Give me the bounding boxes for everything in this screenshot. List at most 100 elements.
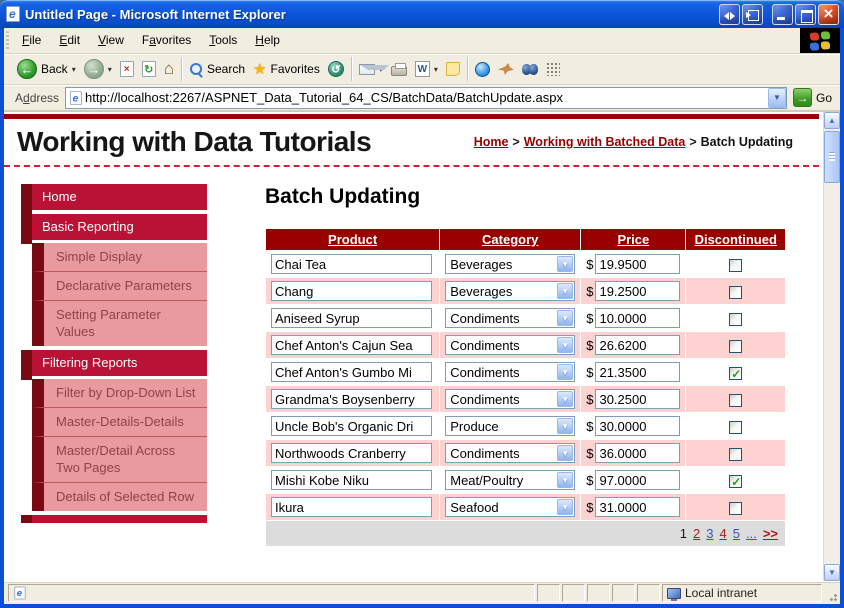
- crumb-home[interactable]: Home: [473, 135, 509, 149]
- menu-edit[interactable]: Edit: [59, 33, 81, 47]
- menu-favorites[interactable]: Favorites: [141, 33, 192, 47]
- maximize-button[interactable]: [795, 3, 816, 25]
- discontinued-checkbox[interactable]: [729, 312, 743, 326]
- menu-file[interactable]: File: [22, 33, 42, 47]
- sidebar-item-filtering-reports[interactable]: Filtering Reports: [21, 350, 207, 380]
- menu-tools[interactable]: Tools: [209, 33, 238, 47]
- forward-dropdown-icon[interactable]: ▾: [107, 64, 112, 74]
- sidebar-item-master-detail-across-two-pages[interactable]: Master/Detail Across Two Pages: [32, 436, 207, 482]
- product-input[interactable]: [271, 443, 432, 463]
- discontinued-checkbox[interactable]: [729, 339, 743, 353]
- search-button[interactable]: Search: [185, 60, 249, 78]
- pager-page-[interactable]: ...: [745, 526, 757, 541]
- refresh-button[interactable]: ↻: [138, 59, 160, 79]
- sort-link-product[interactable]: Product: [328, 232, 378, 247]
- sidebar-item-declarative-parameters[interactable]: Declarative Parameters: [32, 271, 207, 300]
- chevron-down-icon[interactable]: ▼: [557, 310, 574, 326]
- scroll-track[interactable]: [824, 185, 840, 564]
- messenger-button[interactable]: [471, 60, 494, 79]
- scroll-up-icon[interactable]: ▲: [824, 112, 840, 129]
- category-select[interactable]: Beverages ▼: [445, 281, 576, 301]
- resize-grip[interactable]: [824, 584, 838, 602]
- sidebar-item-details-of-selected-row[interactable]: Details of Selected Row: [32, 482, 207, 511]
- product-input[interactable]: [271, 362, 432, 382]
- chevron-down-icon[interactable]: ▼: [557, 418, 574, 434]
- price-input[interactable]: [595, 443, 681, 463]
- sidebar-item-basic-reporting[interactable]: Basic Reporting: [21, 214, 207, 244]
- pager-page-2[interactable]: 2: [693, 526, 701, 541]
- sidebar-item-setting-parameter-values[interactable]: Setting Parameter Values: [32, 300, 207, 346]
- chevron-down-icon[interactable]: ▼: [557, 337, 574, 353]
- category-select[interactable]: Condiments ▼: [445, 362, 576, 382]
- price-input[interactable]: [595, 362, 681, 382]
- price-input[interactable]: [595, 470, 681, 490]
- discontinued-checkbox[interactable]: [729, 285, 743, 299]
- chevron-down-icon[interactable]: ▼: [557, 499, 574, 515]
- print-button[interactable]: [387, 60, 411, 78]
- edit-dropdown-icon[interactable]: ▾: [433, 64, 438, 74]
- back-dropdown-icon[interactable]: ▾: [71, 64, 76, 74]
- price-input[interactable]: [595, 497, 681, 517]
- tiles-button[interactable]: [542, 60, 564, 78]
- chevron-down-icon[interactable]: ▼: [557, 283, 574, 299]
- menu-view[interactable]: View: [98, 33, 124, 47]
- discontinued-checkbox[interactable]: [729, 474, 743, 489]
- product-input[interactable]: [271, 254, 432, 274]
- chevron-down-icon[interactable]: ▼: [557, 472, 574, 488]
- discontinued-checkbox[interactable]: [729, 393, 743, 407]
- pager-page-5[interactable]: 5: [732, 526, 740, 541]
- price-input[interactable]: [595, 308, 681, 328]
- sidebar-item-master-details-details[interactable]: Master-Details-Details: [32, 407, 207, 436]
- product-input[interactable]: [271, 308, 432, 328]
- mail-button[interactable]: ▾: [355, 62, 389, 77]
- discontinued-checkbox[interactable]: [729, 420, 743, 434]
- favorites-button[interactable]: ★ Favorites: [249, 60, 324, 79]
- sidebar-item-simple-display[interactable]: Simple Display: [32, 243, 207, 271]
- discuss-button[interactable]: [442, 60, 464, 78]
- category-select[interactable]: Beverages ▼: [445, 254, 576, 274]
- sort-link-price[interactable]: Price: [617, 232, 650, 247]
- category-select[interactable]: Condiments ▼: [445, 308, 576, 328]
- popout-button[interactable]: [742, 3, 763, 25]
- find-button[interactable]: [518, 62, 542, 77]
- edit-word-button[interactable]: W ▾: [411, 59, 442, 79]
- forward-button[interactable]: → ▾: [80, 57, 116, 81]
- category-select[interactable]: Seafood ▼: [445, 497, 576, 517]
- back-button[interactable]: ← Back ▾: [13, 57, 80, 81]
- chevron-down-icon[interactable]: ▼: [557, 391, 574, 407]
- sidebar-item-filter-by-drop-down-list[interactable]: Filter by Drop-Down List: [32, 379, 207, 407]
- go-button[interactable]: → Go: [787, 88, 838, 107]
- history-button[interactable]: ↺: [324, 59, 348, 79]
- price-input[interactable]: [595, 254, 681, 274]
- discontinued-checkbox[interactable]: [729, 447, 743, 461]
- category-select[interactable]: Condiments ▼: [445, 335, 576, 355]
- crumb-working-with-batched-data[interactable]: Working with Batched Data: [523, 135, 686, 149]
- category-select[interactable]: Meat/Poultry ▼: [445, 470, 576, 490]
- sort-link-category[interactable]: Category: [482, 232, 539, 247]
- chevron-down-icon[interactable]: ▼: [557, 364, 574, 380]
- minimize-button[interactable]: [772, 3, 793, 25]
- discontinued-checkbox[interactable]: [729, 366, 743, 381]
- price-input[interactable]: [595, 416, 681, 436]
- price-input[interactable]: [595, 389, 681, 409]
- close-button[interactable]: [818, 3, 839, 25]
- pan-arrows-button[interactable]: [719, 3, 740, 25]
- product-input[interactable]: [271, 389, 432, 409]
- discontinued-checkbox[interactable]: [729, 258, 743, 272]
- product-input[interactable]: [271, 335, 432, 355]
- scroll-thumb[interactable]: [824, 131, 840, 183]
- menu-help[interactable]: Help: [255, 33, 280, 47]
- pager-page-4[interactable]: 4: [719, 526, 727, 541]
- discontinued-checkbox[interactable]: [729, 501, 743, 515]
- chevron-down-icon[interactable]: ▼: [557, 445, 574, 461]
- price-input[interactable]: [595, 335, 681, 355]
- sort-link-discontinued[interactable]: Discontinued: [694, 232, 777, 247]
- research-button[interactable]: [494, 61, 518, 77]
- product-input[interactable]: [271, 416, 432, 436]
- category-select[interactable]: Condiments ▼: [445, 389, 576, 409]
- product-input[interactable]: [271, 281, 432, 301]
- category-select[interactable]: Condiments ▼: [445, 443, 576, 463]
- product-input[interactable]: [271, 497, 432, 517]
- scroll-down-icon[interactable]: ▼: [824, 564, 840, 581]
- category-select[interactable]: Produce ▼: [445, 416, 576, 436]
